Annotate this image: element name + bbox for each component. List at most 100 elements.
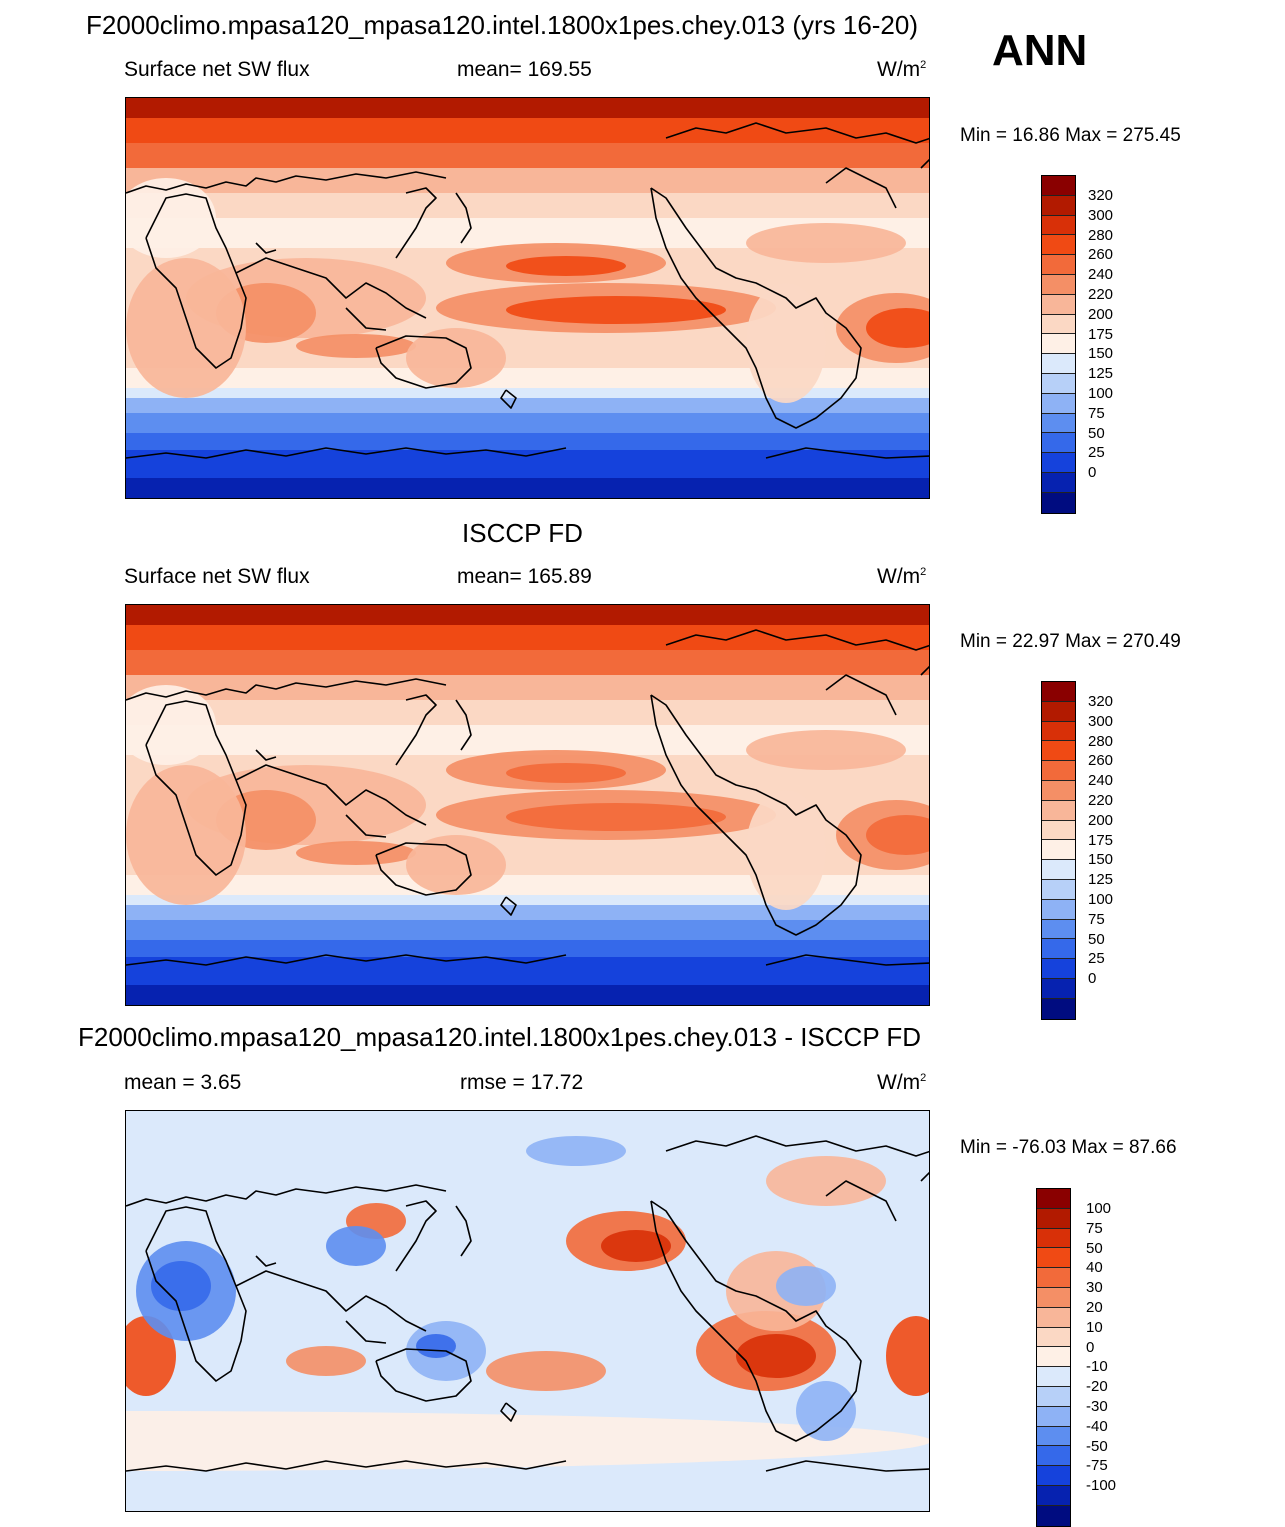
colorbar-tick-label: 25 bbox=[1088, 950, 1105, 968]
panel1-mean-label: mean= 169.55 bbox=[457, 58, 592, 81]
colorbar-swatch bbox=[1037, 1386, 1070, 1407]
panel1-variable-label: Surface net SW flux bbox=[124, 58, 310, 81]
colorbar-tick-label: 200 bbox=[1088, 811, 1114, 829]
panel3-mean-label: mean = 3.65 bbox=[124, 1071, 242, 1094]
colorbar-tick-label: 200 bbox=[1088, 305, 1114, 323]
colorbar-tick-label: 280 bbox=[1088, 732, 1114, 750]
colorbar-swatch bbox=[1042, 860, 1075, 880]
colorbar-swatch bbox=[1042, 682, 1075, 702]
panel2-variable-label: Surface net SW flux bbox=[124, 565, 310, 588]
panel2-minmax: Min = 22.97 Max = 270.49 bbox=[960, 631, 1181, 652]
colorbar-swatch bbox=[1037, 1426, 1070, 1447]
colorbar-swatch bbox=[1042, 899, 1075, 920]
colorbar-swatch bbox=[1042, 176, 1075, 196]
colorbar-tick-label: 0 bbox=[1086, 1338, 1095, 1356]
colorbar-tick-label: 280 bbox=[1088, 226, 1114, 244]
colorbar-tick-label: 20 bbox=[1086, 1298, 1103, 1316]
colorbar-tick-label: 150 bbox=[1088, 851, 1114, 869]
panel2-map bbox=[125, 604, 930, 1006]
colorbar-tick-label: -50 bbox=[1086, 1437, 1108, 1455]
colorbar-swatch bbox=[1042, 959, 1075, 979]
colorbar-tick-label: 50 bbox=[1088, 930, 1105, 948]
colorbar-swatch bbox=[1042, 215, 1075, 236]
colorbar-swatch bbox=[1042, 492, 1075, 513]
colorbar-tick-label: 50 bbox=[1088, 424, 1105, 442]
colorbar-swatch bbox=[1042, 294, 1075, 315]
colorbar-swatch bbox=[1037, 1466, 1070, 1486]
colorbar-tick-label: 175 bbox=[1088, 325, 1114, 343]
colorbar-swatch bbox=[1042, 820, 1075, 841]
colorbar-swatch bbox=[1037, 1347, 1070, 1368]
field-map-svg bbox=[126, 605, 929, 1005]
panel3-rmse-label: rmse = 17.72 bbox=[460, 1071, 584, 1094]
colorbar-tick-label: 125 bbox=[1088, 365, 1114, 383]
colorbar-tick-label: -30 bbox=[1086, 1397, 1108, 1415]
colorbar-tick-label: 220 bbox=[1088, 791, 1114, 809]
colorbar-tick-label: 30 bbox=[1086, 1279, 1103, 1297]
panel2-colorbar-labels: 320 300 280 260 240 220 200 175 150 125 100 75 50 25 0 bbox=[1088, 692, 1113, 989]
colorbar-swatch bbox=[1037, 1248, 1070, 1269]
colorbar-swatch bbox=[1042, 373, 1075, 394]
colorbar-tick-label: -100 bbox=[1086, 1477, 1117, 1495]
colorbar-swatch bbox=[1042, 334, 1075, 355]
colorbar-tick-label: 260 bbox=[1088, 752, 1114, 770]
panel3-colorbar-labels: 100 75 50 40 30 20 10 0 -10 -20 -30 -40 -50 -75 -100 bbox=[1086, 1199, 1116, 1496]
colorbar-swatch bbox=[1042, 840, 1075, 861]
panel1-minmax: Min = 16.86 Max = 275.45 bbox=[960, 125, 1181, 146]
colorbar-swatch bbox=[1037, 1446, 1070, 1467]
colorbar-swatch bbox=[1042, 879, 1075, 900]
colorbar-tick-label: 0 bbox=[1088, 464, 1097, 482]
season-label: ANN bbox=[992, 26, 1088, 75]
colorbar-swatch bbox=[1042, 780, 1075, 801]
colorbar-swatch bbox=[1037, 1307, 1070, 1328]
colorbar-tick-label: 220 bbox=[1088, 285, 1114, 303]
colorbar-tick-label: 25 bbox=[1088, 444, 1105, 462]
colorbar-tick-label: 320 bbox=[1088, 187, 1114, 204]
panel1-colorbar bbox=[1041, 175, 1076, 514]
colorbar-swatch bbox=[1042, 235, 1075, 256]
colorbar-swatch bbox=[1037, 1406, 1070, 1427]
colorbar-swatch bbox=[1042, 978, 1075, 999]
colorbar-swatch bbox=[1042, 741, 1075, 762]
colorbar-swatch bbox=[1042, 354, 1075, 374]
colorbar-tick-label: 320 bbox=[1088, 693, 1114, 710]
colorbar-swatch bbox=[1037, 1228, 1070, 1249]
colorbar-tick-label: 100 bbox=[1088, 890, 1114, 908]
panel3-map bbox=[125, 1110, 930, 1512]
colorbar-swatch bbox=[1042, 314, 1075, 335]
field-map-svg bbox=[126, 1111, 929, 1511]
colorbar-swatch bbox=[1042, 453, 1075, 473]
panel3-colorbar bbox=[1036, 1188, 1071, 1527]
panel2-mean-label: mean= 165.89 bbox=[457, 565, 592, 588]
colorbar-tick-label: 240 bbox=[1088, 266, 1114, 284]
colorbar-tick-label: 0 bbox=[1088, 970, 1097, 988]
panel3-minmax: Min = -76.03 Max = 87.66 bbox=[960, 1137, 1177, 1158]
panel1-map bbox=[125, 97, 930, 499]
colorbar-tick-label: 100 bbox=[1088, 384, 1114, 402]
colorbar-swatch bbox=[1042, 800, 1075, 821]
colorbar-tick-label: -75 bbox=[1086, 1457, 1108, 1475]
colorbar-tick-label: 40 bbox=[1086, 1259, 1103, 1277]
panel2-colorbar bbox=[1041, 681, 1076, 1020]
colorbar-tick-label: 75 bbox=[1086, 1219, 1103, 1237]
panel2-units: W/m2 bbox=[877, 565, 927, 588]
colorbar-tick-label: -20 bbox=[1086, 1378, 1108, 1396]
panel1-colorbar-labels: 320 300 280 260 240 220 200 175 150 125 100 75 50 25 0 bbox=[1088, 186, 1113, 483]
colorbar-tick-label: 260 bbox=[1088, 246, 1114, 264]
colorbar-swatch bbox=[1042, 919, 1075, 940]
colorbar-swatch bbox=[1042, 274, 1075, 295]
field-map-svg bbox=[126, 98, 929, 498]
colorbar-swatch bbox=[1042, 195, 1075, 216]
colorbar-swatch bbox=[1037, 1367, 1070, 1387]
panel1-title: F2000climo.mpasa120_mpasa120.intel.1800x… bbox=[86, 10, 919, 40]
colorbar-tick-label: 300 bbox=[1088, 712, 1114, 730]
colorbar-swatch bbox=[1042, 939, 1075, 960]
panel3-units: W/m2 bbox=[877, 1071, 927, 1094]
colorbar-swatch bbox=[1042, 255, 1075, 275]
colorbar-tick-label: 75 bbox=[1088, 404, 1105, 422]
colorbar-swatch bbox=[1037, 1268, 1070, 1288]
colorbar-tick-label: -40 bbox=[1086, 1417, 1108, 1435]
panel3-title: F2000climo.mpasa120_mpasa120.intel.1800x… bbox=[78, 1022, 922, 1052]
colorbar-swatch bbox=[1037, 1287, 1070, 1308]
colorbar-swatch bbox=[1042, 393, 1075, 414]
